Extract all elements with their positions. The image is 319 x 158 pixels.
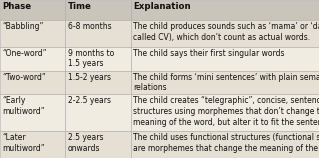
Bar (131, 71, 319, 94)
Bar (131, 47, 319, 71)
Bar (0, 94, 65, 131)
Text: The child creates “telegraphic”, concise, sentence
structures using morphemes th: The child creates “telegraphic”, concise… (133, 96, 319, 127)
Text: “One-word”: “One-word” (3, 49, 47, 58)
Text: 6-8 months: 6-8 months (68, 22, 112, 31)
Text: Time: Time (68, 2, 92, 11)
Text: “Later
multiword”: “Later multiword” (3, 133, 45, 153)
Text: The child says their first singular words: The child says their first singular word… (133, 49, 285, 58)
Text: 9 months to
1.5 years: 9 months to 1.5 years (68, 49, 114, 68)
Bar (0, 131, 65, 158)
Bar (65, 94, 131, 131)
Text: Phase: Phase (3, 2, 32, 11)
Text: The child uses functional structures (functional structures
are morphemes that c: The child uses functional structures (fu… (133, 133, 319, 153)
Text: 2.5 years
onwards: 2.5 years onwards (68, 133, 103, 153)
Bar (65, 71, 131, 94)
Bar (131, 131, 319, 158)
Bar (65, 47, 131, 71)
Bar (65, 20, 131, 47)
Bar (131, 0, 319, 20)
Text: The child produces sounds such as ‘mama’ or ‘dada’ (also
called CV), which don’t: The child produces sounds such as ‘mama’… (133, 22, 319, 42)
Bar (65, 131, 131, 158)
Text: “Early
multiword”: “Early multiword” (3, 96, 45, 116)
Text: 1.5-2 years: 1.5-2 years (68, 73, 111, 82)
Text: 2-2.5 years: 2-2.5 years (68, 96, 111, 105)
Bar (131, 20, 319, 47)
Bar (0, 0, 65, 20)
Text: The child forms ‘mini sentences’ with plain semantic
relations: The child forms ‘mini sentences’ with pl… (133, 73, 319, 92)
Bar (0, 20, 65, 47)
Text: “Two-word”: “Two-word” (3, 73, 46, 82)
Bar (0, 71, 65, 94)
Text: Explanation: Explanation (133, 2, 191, 11)
Bar (0, 47, 65, 71)
Bar (131, 94, 319, 131)
Text: “Babbling”: “Babbling” (3, 22, 44, 31)
Bar (65, 0, 131, 20)
